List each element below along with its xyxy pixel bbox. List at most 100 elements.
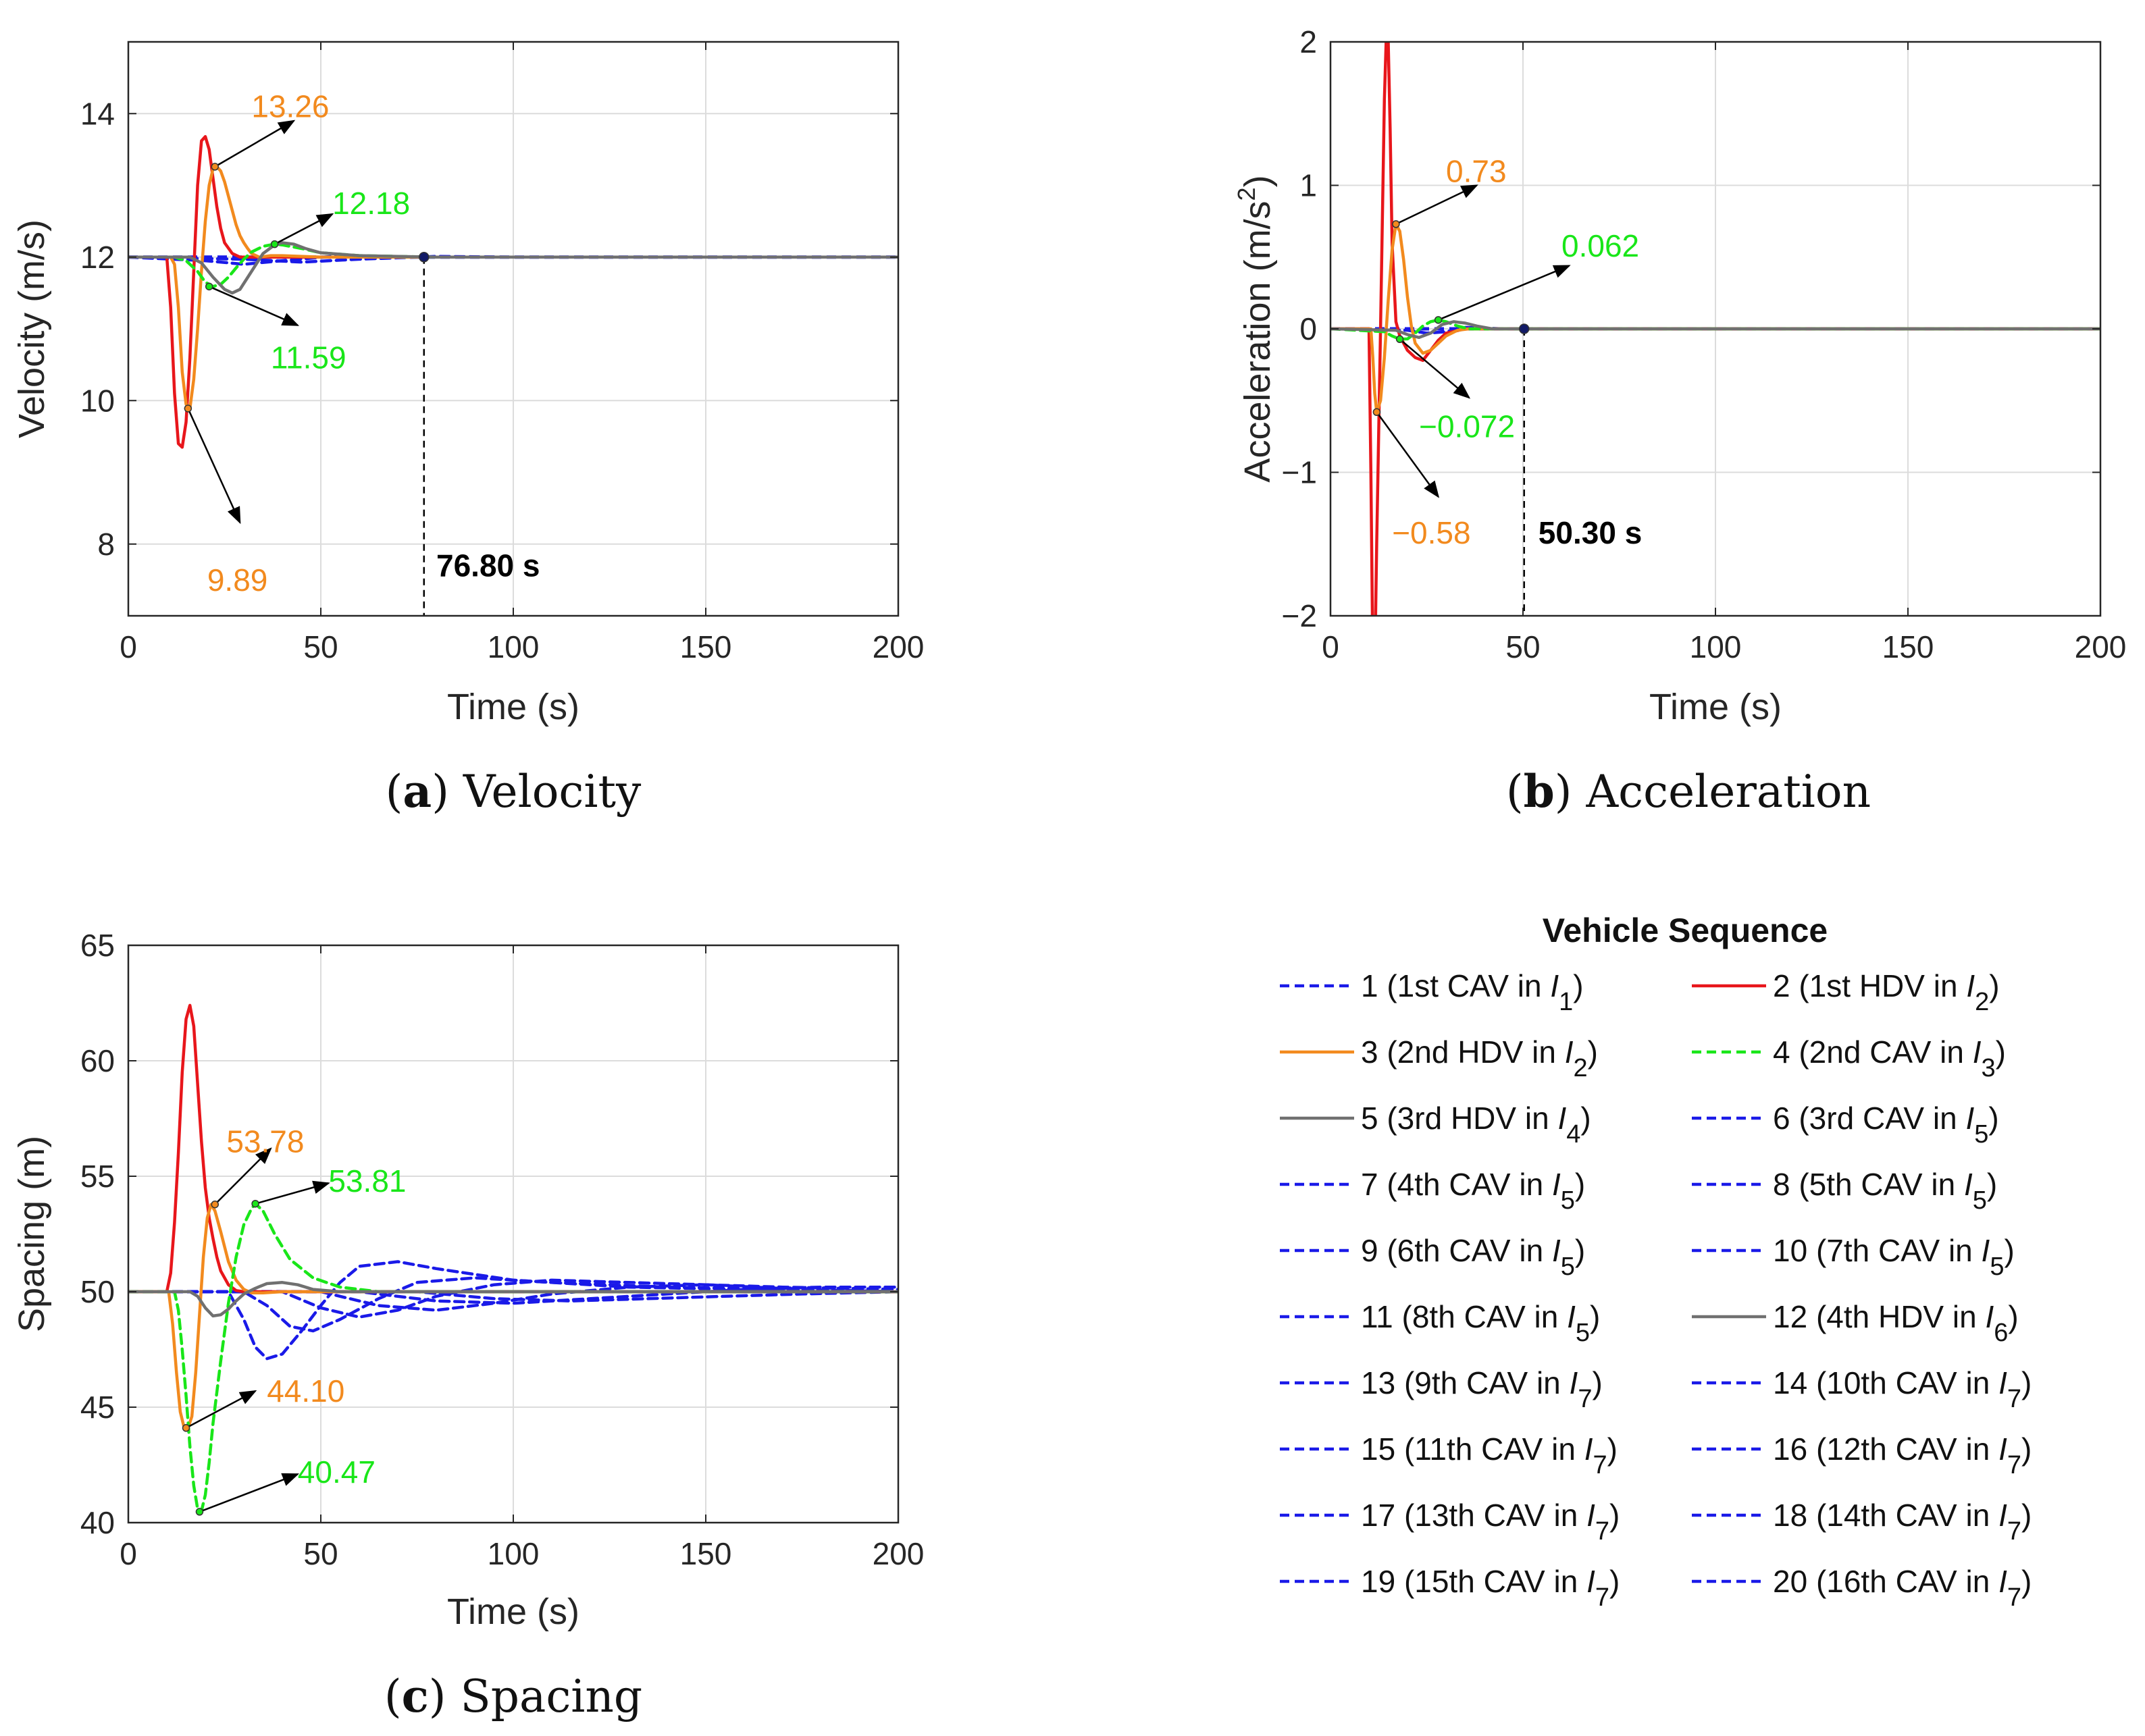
legend-label-close: )	[1996, 1034, 2006, 1070]
legend-label-symbol: I	[1586, 1498, 1595, 1533]
legend-label-subscript: 7	[1595, 1517, 1609, 1546]
legend-label-text: 18 (14th CAV in	[1773, 1498, 1998, 1533]
legend-label-close: )	[1590, 1299, 1600, 1334]
legend-label-close: )	[2004, 1233, 2014, 1268]
y-tick-label: 65	[80, 928, 115, 963]
legend-label: 14 (10th CAV in I7)	[1773, 1365, 2032, 1413]
legend-label-symbol: I	[1570, 1365, 1578, 1400]
y-tick-label: −2	[1282, 598, 1317, 633]
legend-label: 13 (9th CAV in I7)	[1361, 1365, 1603, 1413]
series-line-green	[128, 1202, 898, 1513]
legend-label: 17 (13th CAV in I7)	[1361, 1498, 1620, 1546]
legend-label-subscript: 2	[1573, 1054, 1587, 1082]
y-tick-label: −1	[1282, 455, 1317, 490]
legend-label-text: 17 (13th CAV in	[1361, 1498, 1586, 1533]
y-axis-label-text: Acceleration (m/s	[1237, 201, 1278, 482]
y-axis-label-text: Spacing (m)	[11, 1136, 52, 1332]
legend-label-symbol: I	[1557, 1101, 1566, 1136]
legend-label-text: 4 (2nd CAV in	[1773, 1034, 1973, 1070]
series-line-green	[128, 242, 898, 288]
legend-label-symbol: I	[1966, 968, 1975, 1003]
annotation-arrow	[1438, 265, 1571, 321]
annotation-arrow	[1395, 184, 1478, 226]
data-point	[205, 282, 213, 291]
chart-spacing: 53.78 44.10 53.81 40.47 0 50 100 150 200 40 45 50 55…	[11, 928, 924, 1722]
legend-item: 16 (12th CAV in I7)	[1692, 1431, 2032, 1479]
data-point	[270, 240, 279, 248]
x-tick-label: 150	[680, 1536, 732, 1571]
legend-label-close: )	[1609, 1564, 1620, 1599]
annotation-arrow	[1376, 411, 1440, 498]
annotation-label: −0.072	[1419, 409, 1515, 444]
annotation-arrow	[185, 1390, 257, 1429]
y-tick-label: 8	[97, 527, 115, 562]
legend-label-text: 9 (6th CAV in	[1361, 1233, 1552, 1268]
legend-label-close: )	[1575, 1233, 1585, 1268]
y-axis-label: Spacing (m)	[11, 1136, 52, 1332]
series-line-gray	[128, 1281, 898, 1318]
legend-label: 19 (15th CAV in I7)	[1361, 1564, 1620, 1612]
annotation-arrow	[214, 1147, 272, 1205]
series-group	[1330, 42, 2100, 616]
legend-label-text: 7 (4th CAV in	[1361, 1167, 1552, 1202]
legend-item: 19 (15th CAV in I7)	[1280, 1564, 1620, 1612]
legend-label-symbol: I	[1567, 1299, 1576, 1334]
data-point	[211, 163, 219, 171]
y-tick-label: 14	[80, 96, 115, 131]
y-axis-label: Velocity (m/s)	[11, 219, 52, 438]
caption-text: Velocity	[463, 766, 642, 818]
legend-item: 5 (3rd HDV in I4)	[1280, 1101, 1591, 1149]
legend-label-symbol: I	[1998, 1564, 2007, 1599]
legend-label-symbol: I	[1982, 1233, 1990, 1268]
legend-label-close: )	[1989, 968, 1999, 1003]
caption-text: Spacing	[461, 1671, 643, 1722]
y-tick-label: 55	[80, 1159, 115, 1194]
legend-label-close: )	[1592, 1365, 1602, 1400]
data-point	[1434, 316, 1443, 324]
annotation-arrow	[274, 213, 334, 245]
legend-item: 2 (1st HDV in I2)	[1692, 968, 2000, 1016]
caption-close: )	[429, 1671, 461, 1722]
legend-label-subscript: 5	[1576, 1319, 1590, 1347]
legend-label-text: 14 (10th CAV in	[1773, 1365, 1998, 1400]
legend-label-close: )	[1573, 968, 1583, 1003]
legend-label-text: 1 (1st CAV in	[1361, 968, 1550, 1003]
legend-item: 20 (16th CAV in I7)	[1692, 1564, 2032, 1612]
legend-label: 7 (4th CAV in I5)	[1361, 1167, 1585, 1215]
annotation-label: 44.10	[267, 1373, 344, 1409]
y-tick-label: 10	[80, 383, 115, 418]
series-group	[128, 135, 898, 449]
legend-label-close: )	[2021, 1498, 2032, 1533]
x-tick-label: 100	[1690, 629, 1742, 664]
legend-item: 6 (3rd CAV in I5)	[1692, 1101, 1999, 1149]
x-tick-label: 50	[303, 1536, 338, 1571]
data-point	[251, 1199, 259, 1208]
legend-item: 18 (14th CAV in I7)	[1692, 1498, 2032, 1546]
settle-time-label: 50.30 s	[1539, 515, 1642, 550]
legend-label: 11 (8th CAV in I5)	[1361, 1299, 1600, 1347]
legend-label-text: 11 (8th CAV in	[1361, 1299, 1567, 1334]
legend-label-close: )	[1575, 1167, 1585, 1202]
legend-label-text: 8 (5th CAV in	[1773, 1167, 1964, 1202]
legend-label-text: 12 (4th HDV in	[1773, 1299, 1985, 1334]
legend-label-text: 10 (7th CAV in	[1773, 1233, 1982, 1268]
data-point	[1392, 220, 1400, 228]
data-point	[419, 252, 430, 263]
legend-label-close: )	[1609, 1498, 1620, 1533]
legend-label-subscript: 7	[1593, 1451, 1607, 1479]
legend-label-text: 15 (11th CAV in	[1361, 1431, 1584, 1467]
legend-label-subscript: 5	[1973, 1186, 1987, 1215]
y-axis-label-close: )	[1237, 175, 1278, 187]
legend-label-symbol: I	[1550, 968, 1559, 1003]
legend-label-subscript: 7	[2007, 1517, 2021, 1546]
annotation-arrow	[255, 1180, 330, 1205]
caption-letter: a	[403, 765, 432, 818]
annotation-label: 11.59	[271, 340, 346, 375]
legend-label-text: 16 (12th CAV in	[1773, 1431, 1998, 1467]
legend-label: 4 (2nd CAV in I3)	[1773, 1034, 2006, 1082]
caption-letter: b	[1524, 765, 1555, 818]
caption-open: (	[386, 766, 403, 818]
data-point	[1372, 408, 1381, 416]
x-tick-label: 50	[1505, 629, 1540, 664]
series-line-orange	[128, 165, 898, 411]
